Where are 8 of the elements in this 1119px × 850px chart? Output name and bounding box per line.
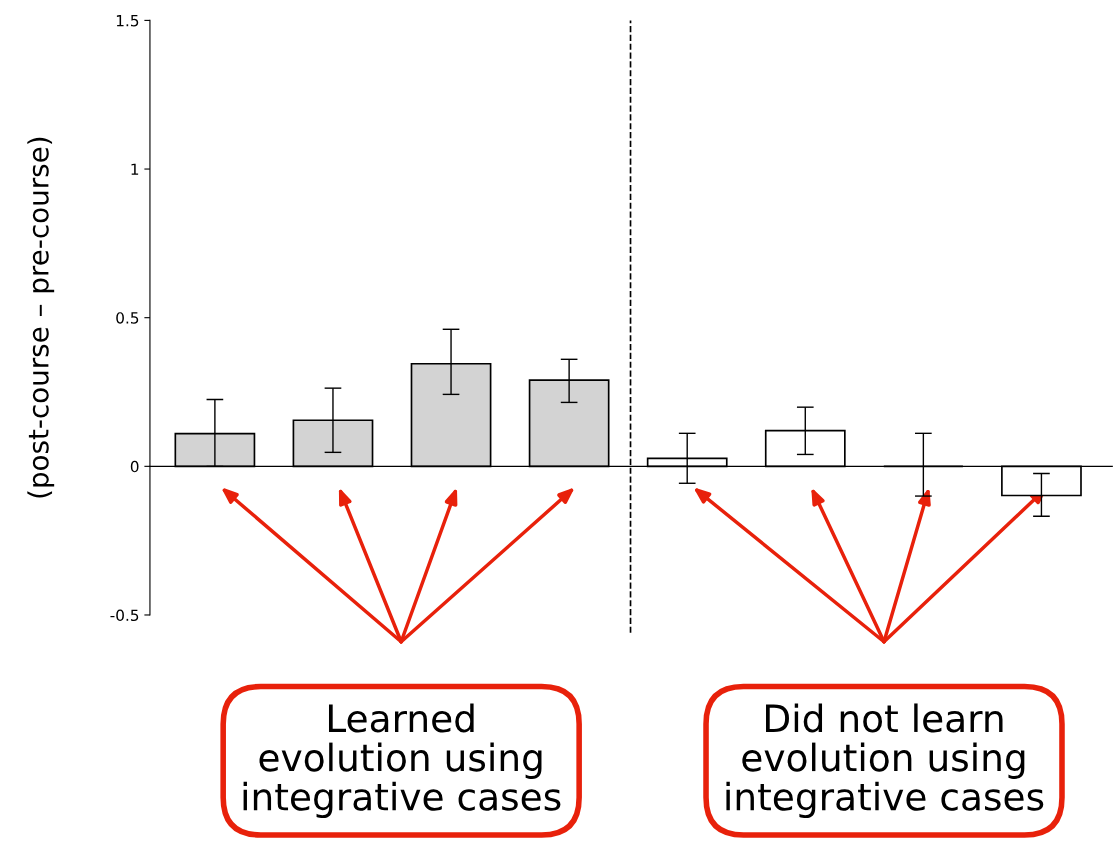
y-tick-label: 1.5 [116, 15, 139, 27]
y-axis-title: (post-course – pre-course) [27, 137, 55, 498]
y-tick-label: 0.5 [116, 312, 139, 324]
text: Did not learn evolution using integrative cases [726, 703, 1044, 819]
y-tick-label: -0.5 [110, 609, 139, 621]
text: Learned evolution using integrative cases [243, 703, 561, 819]
y-tick-label: 0 [130, 460, 139, 473]
y-tick-label: 1 [131, 163, 139, 175]
